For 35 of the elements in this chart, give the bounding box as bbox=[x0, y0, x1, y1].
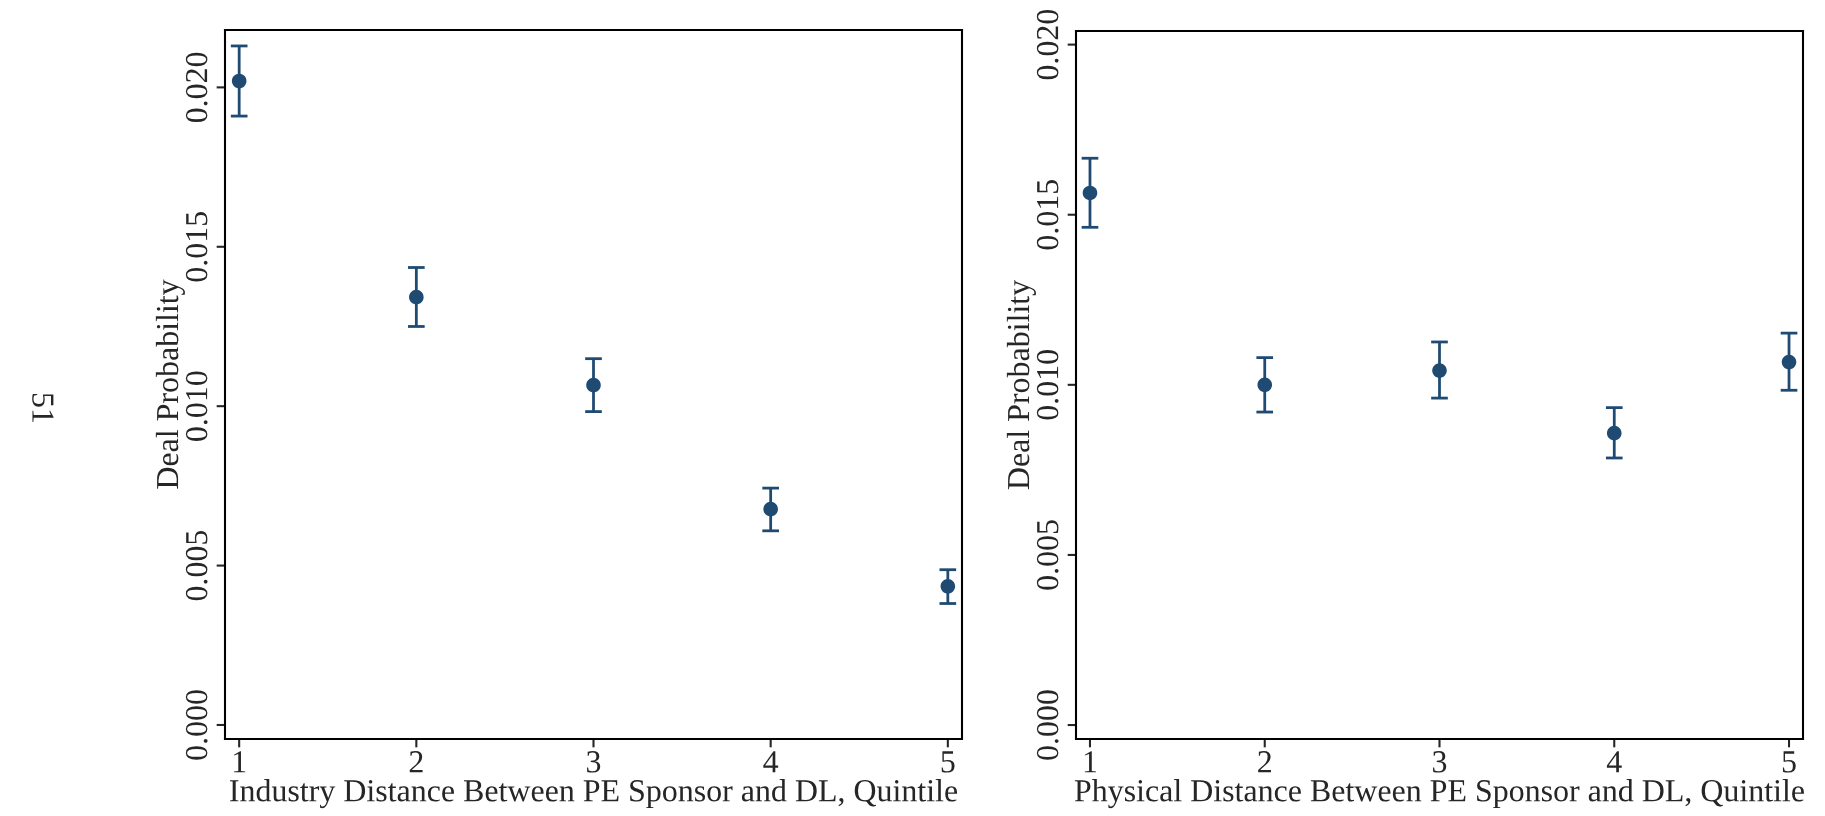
x-axis-title: Physical Distance Between PE Sponsor and DL, Quintile bbox=[1074, 779, 1804, 809]
y-tick-label: 0.005 bbox=[1036, 520, 1059, 590]
x-axis-title: Industry Distance Between PE Sponsor and DL, Quintile bbox=[230, 779, 958, 809]
y-axis-title: Deal Probability bbox=[155, 279, 185, 489]
x-tick-label: 1 bbox=[234, 751, 246, 773]
x-tick-label: 3 bbox=[1433, 751, 1447, 773]
y-tick-label: 0.015 bbox=[185, 212, 208, 282]
x-tick-label: 5 bbox=[1782, 751, 1796, 773]
y-tick-label: 0.020 bbox=[185, 52, 208, 123]
point bbox=[1082, 185, 1098, 201]
y-tick-label: 0.000 bbox=[185, 690, 208, 760]
x-tick-label: 1 bbox=[1084, 751, 1097, 773]
point bbox=[1432, 363, 1447, 378]
y-tick-label: 0.005 bbox=[185, 530, 208, 601]
y-tick-label: 0.020 bbox=[1036, 9, 1059, 80]
point bbox=[763, 501, 778, 517]
point bbox=[1781, 354, 1797, 370]
point bbox=[409, 289, 424, 305]
point bbox=[586, 377, 601, 393]
text: 51 bbox=[32, 393, 54, 423]
x-tick-label: 4 bbox=[1606, 751, 1622, 773]
x-tick-label: 3 bbox=[587, 751, 601, 773]
x-tick-label: 5 bbox=[941, 751, 955, 773]
point bbox=[231, 73, 247, 89]
point bbox=[1606, 425, 1622, 441]
y-axis-title: Deal Probability bbox=[1006, 280, 1036, 490]
point bbox=[1257, 377, 1273, 393]
point bbox=[940, 579, 956, 594]
y-tick-label: 0.000 bbox=[1036, 690, 1059, 760]
y-tick-label: 0.015 bbox=[1036, 180, 1059, 250]
y-tick-label: 0.010 bbox=[1036, 350, 1059, 420]
y-tick-label: 0.010 bbox=[185, 371, 208, 441]
x-tick-label: 2 bbox=[1258, 751, 1271, 773]
x-tick-label: 2 bbox=[409, 751, 423, 773]
x-tick-label: 4 bbox=[763, 751, 779, 773]
